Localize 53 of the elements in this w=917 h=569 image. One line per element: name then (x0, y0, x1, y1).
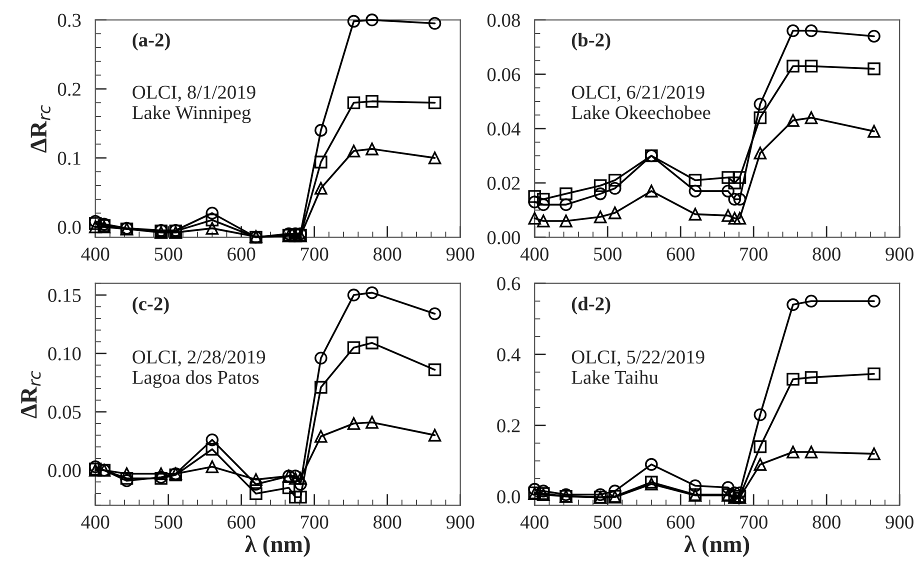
x-tick-label: 800 (374, 516, 402, 529)
x-tick-label: 500 (594, 516, 622, 529)
y-tick-label: 0.0 (58, 220, 81, 234)
x-tick-label: 600 (666, 248, 694, 261)
x-tick-label: 700 (301, 248, 328, 261)
annotation: OLCI, 2/28/2019 Lagoa dos Patos (132, 350, 266, 388)
x-tick-label: 500 (594, 248, 622, 261)
y-tick-label: 0.02 (487, 176, 520, 190)
x-axis-title: λ (nm) (245, 535, 310, 558)
x-tick-label: 400 (520, 516, 548, 529)
y-tick-label: 0.00 (48, 464, 81, 478)
y-tick-label: 0.3 (58, 14, 81, 27)
annotation: (b-2) (572, 32, 610, 50)
y-tick-label: 0.00 (487, 231, 520, 244)
y-tick-label: 0.4 (497, 348, 520, 362)
annotation: (d-2) (572, 296, 610, 314)
x-tick-label: 500 (154, 516, 182, 529)
y-tick-label: 0.2 (497, 419, 520, 432)
y-tick-label: 0.6 (497, 277, 520, 290)
annotation: OLCI, 8/1/2019 Lake Winnipeg (132, 86, 256, 124)
x-tick-label: 400 (81, 248, 110, 261)
y-tick-label: 0.1 (58, 152, 80, 165)
annotation: (a-2) (132, 32, 170, 50)
x-tick-label: 900 (886, 248, 914, 261)
x-tick-label: 600 (228, 516, 256, 529)
annotation: OLCI, 5/22/2019 Lake Taihu (572, 350, 704, 384)
x-tick-label: 900 (886, 516, 914, 529)
x-tick-label: 800 (812, 248, 840, 261)
y-tick-label: 0.06 (487, 68, 520, 82)
y-tick-label: 0.15 (48, 288, 81, 302)
y-axis-title: ΔR$_{rc}$ (30, 105, 50, 153)
x-tick-label: 400 (81, 516, 110, 529)
x-tick-label: 700 (740, 516, 768, 529)
x-tick-label: 900 (446, 516, 474, 529)
y-tick-label: 0.04 (487, 122, 520, 136)
y-tick-label: 0.05 (48, 406, 81, 419)
x-tick-label: 900 (446, 248, 474, 261)
x-tick-label: 700 (740, 248, 768, 261)
x-tick-label: 600 (228, 248, 256, 261)
x-axis-title: λ (nm) (684, 535, 750, 558)
x-tick-label: 800 (374, 248, 402, 261)
y-tick-label: 0.08 (487, 14, 520, 27)
annotation: OLCI, 6/21/2019 Lake Okeechobee (572, 86, 710, 120)
x-tick-label: 400 (520, 248, 548, 261)
x-tick-label: 500 (154, 248, 182, 261)
y-tick-label: 0.0 (497, 490, 520, 504)
x-tick-label: 600 (666, 516, 694, 529)
y-tick-label: 0.2 (58, 82, 80, 96)
annotation: (c-2) (132, 296, 169, 314)
y-axis-title: ΔR$_{rc}$ (21, 370, 41, 418)
x-tick-label: 800 (812, 516, 840, 529)
x-tick-label: 700 (301, 516, 328, 529)
y-tick-label: 0.10 (48, 347, 81, 360)
